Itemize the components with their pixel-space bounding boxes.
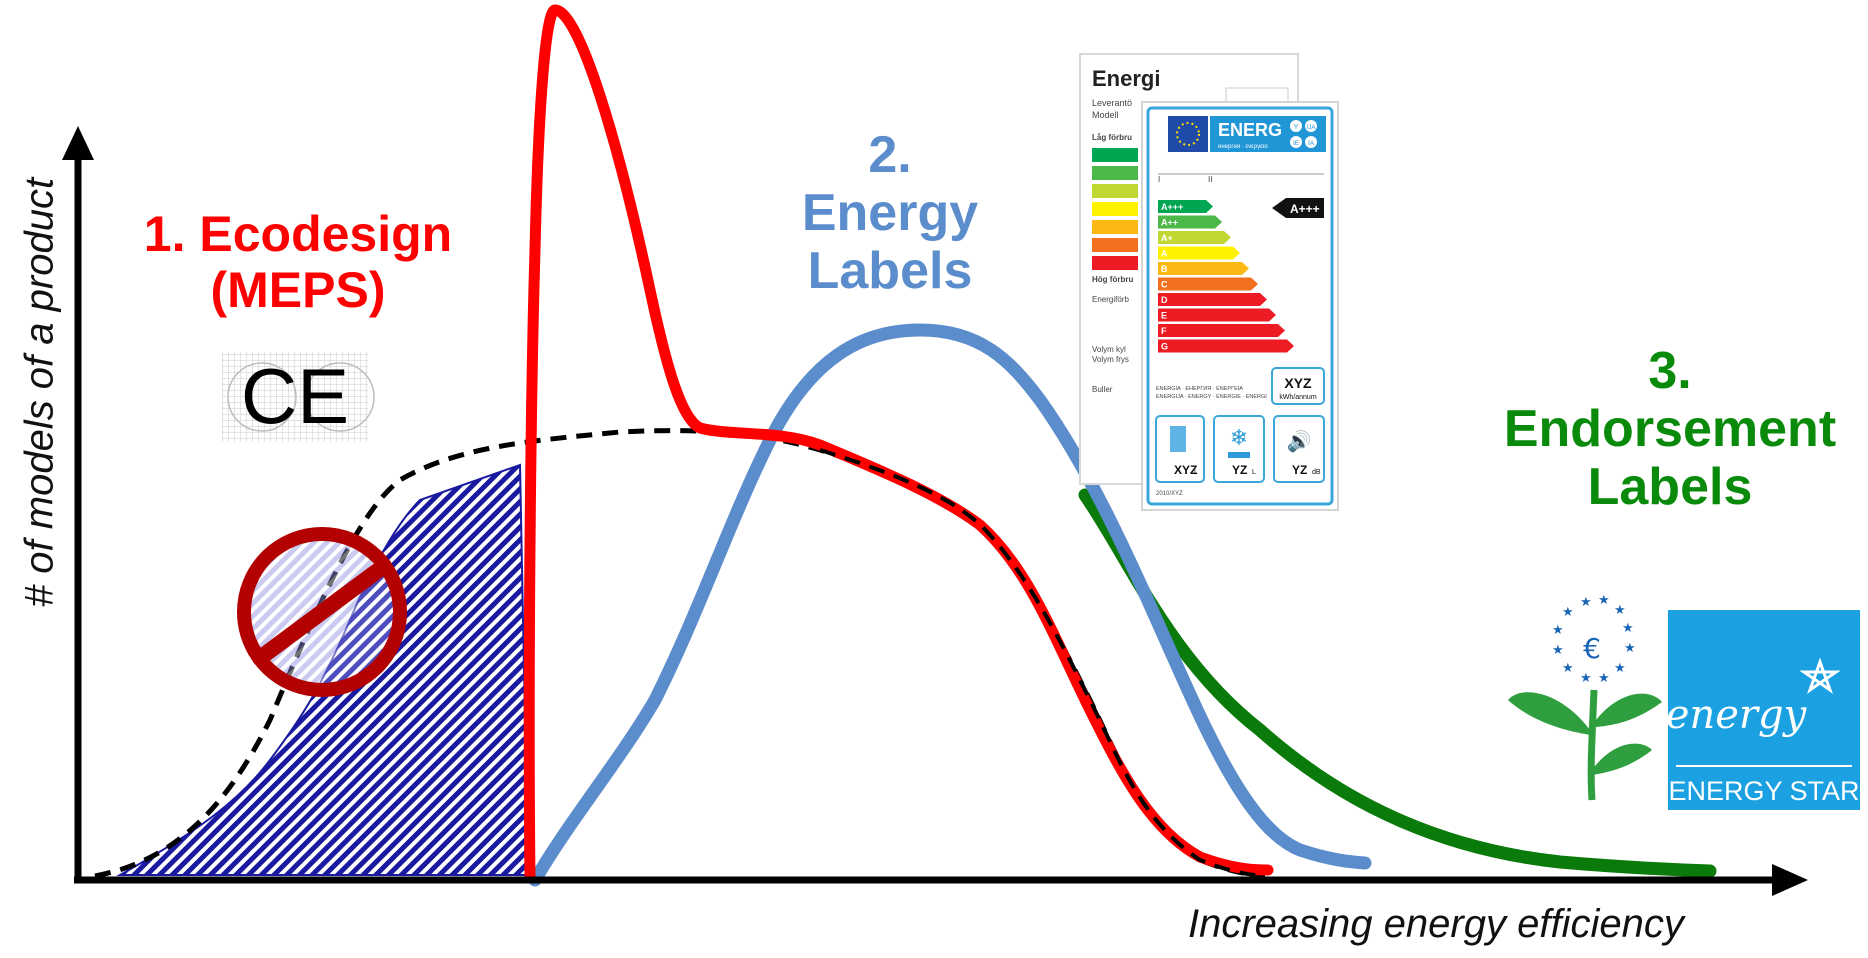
back-row: Volym kyl (1092, 345, 1126, 354)
x-axis (74, 864, 1808, 896)
header-badge: IA (1308, 141, 1314, 147)
back-row: Energiförb (1092, 295, 1129, 304)
fresh-volume: XYZ (1174, 463, 1197, 477)
svg-text:★: ★ (1552, 643, 1564, 658)
energy-label-image: Energi Leverantö Modell Låg förbru Hög f… (1079, 53, 1339, 511)
languages-line: ENERGIJA · ENERGY · ENERGIE · ENERGI (1156, 394, 1267, 400)
energy-labels-curve (528, 323, 1372, 887)
languages-line: ENERGIA · ЕНЕРГИЯ · ΕΝΕΡΓΕΙΑ (1156, 386, 1243, 392)
eu-flower-icon: ★ ★ ★ ★ ★ ★ ★ ★ ★ ★ ★ ★ € (1508, 593, 1662, 801)
energy-class-bar (1158, 308, 1276, 322)
no-entry-icon (237, 527, 407, 697)
eu-flower-letter: € (1583, 632, 1601, 665)
header-badge: Y (1294, 124, 1299, 131)
energy-star-logo: energy ENERGY STAR (1666, 610, 1860, 810)
speaker-icon: 🔊 (1287, 429, 1312, 453)
energy-class-letter: B (1161, 264, 1168, 274)
svg-text:★: ★ (1552, 623, 1564, 638)
snowflake-icon: ❄ (1230, 426, 1248, 451)
current-class-arrow: A+++ (1290, 202, 1320, 216)
svg-text:★: ★ (1562, 661, 1574, 676)
energy-class-letter: C (1161, 280, 1168, 290)
endorsement-line2: Endorsement (1503, 400, 1837, 459)
svg-text:II: II (1208, 175, 1212, 184)
back-row: Låg förbru (1092, 133, 1132, 142)
energy-class-letter: E (1161, 311, 1167, 321)
energy-class-bar (1158, 200, 1213, 213)
energy-class-bar (1158, 246, 1240, 260)
ecodesign-title: 1. Ecodesign (143, 206, 453, 262)
energy-labels-number: 2. (868, 126, 912, 184)
svg-text:★: ★ (1598, 593, 1610, 608)
endorsement-labels-label: 3. Endorsement Labels (1480, 342, 1860, 517)
header-badge: IE (1293, 141, 1299, 147)
energy-class-bar (1158, 231, 1231, 244)
y-axis-label: # of models of a product (17, 177, 62, 608)
label-header: ENERG (1218, 120, 1282, 140)
energy-class-letter: A (1161, 249, 1168, 259)
energy-star-text: ENERGY STAR (1668, 776, 1859, 806)
svg-text:★: ★ (1624, 641, 1636, 656)
baseline-overlay-dash (819, 448, 1266, 878)
svg-text:★: ★ (1598, 671, 1610, 686)
back-card-title: Energi (1092, 66, 1160, 91)
endorsement-number: 3. (1648, 342, 1692, 400)
energy-class-letter: A++ (1161, 218, 1178, 228)
energy-class-letter: G (1161, 342, 1168, 352)
back-row: Hög förbru (1092, 275, 1133, 284)
energy-script: energy (1666, 692, 1808, 738)
energy-class-letter: F (1161, 326, 1167, 336)
energy-class-letter: A+ (1161, 233, 1173, 243)
header-badge: IJA (1307, 125, 1316, 131)
frozen-volume: YZ (1232, 463, 1247, 477)
energy-class-bar (1158, 262, 1249, 275)
svg-text:★: ★ (1562, 605, 1574, 620)
energy-labels-label: 2. Energy Labels (760, 126, 1020, 301)
noise-unit: dB (1312, 469, 1321, 476)
annual-unit: kWh/annum (1279, 394, 1317, 401)
svg-text:I: I (1158, 175, 1160, 184)
label-header-sub: енергия · ενεργεια (1218, 144, 1268, 150)
ce-mark-icon: CE (222, 352, 375, 442)
ecodesign-curve (523, 4, 1274, 884)
noise-level: YZ (1292, 463, 1307, 477)
energy-class-bar (1158, 215, 1222, 229)
star-outline-icon (1799, 657, 1841, 694)
back-row: Modell (1092, 110, 1119, 120)
x-axis-label: Increasing energy efficiency (1188, 902, 1684, 946)
back-row: Volym frys (1092, 355, 1129, 364)
energy-class-bar (1158, 339, 1294, 353)
ecodesign-subtitle: (MEPS) (210, 262, 386, 318)
energy-class-bar (1158, 324, 1285, 337)
back-row: Leverantö (1092, 98, 1132, 108)
svg-text:★: ★ (1580, 595, 1592, 610)
svg-text:★: ★ (1614, 603, 1626, 618)
back-row: Buller (1092, 385, 1113, 394)
svg-text:★: ★ (1614, 661, 1626, 676)
svg-text:★: ★ (1580, 671, 1592, 686)
y-axis (62, 126, 94, 880)
frozen-unit: L (1252, 469, 1256, 476)
annual-consumption: XYZ (1284, 375, 1312, 391)
label-footer: 2010/XYZ (1156, 491, 1183, 497)
energy-class-letter: A+++ (1161, 202, 1183, 212)
ecodesign-label: 1. Ecodesign (MEPS) (120, 206, 476, 318)
energy-labels-line2: Energy (801, 184, 979, 243)
ce-mark-text: CE (241, 352, 349, 440)
energy-class-bar (1158, 277, 1258, 291)
energy-class-letter: D (1161, 295, 1168, 305)
svg-text:★: ★ (1622, 621, 1634, 636)
energy-class-bar (1158, 293, 1267, 306)
energy-labels-line3: Labels (807, 242, 973, 301)
endorsement-line3: Labels (1587, 458, 1753, 517)
fresh-unit: L (1194, 469, 1198, 476)
